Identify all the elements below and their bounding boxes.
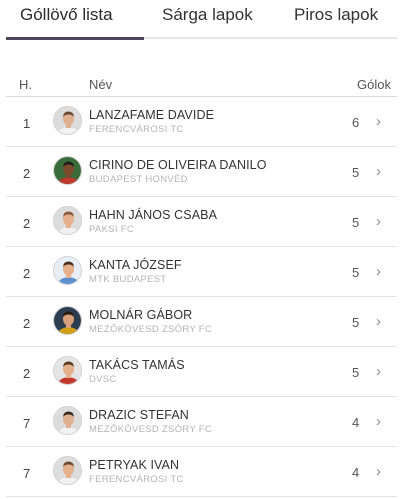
player-goals: 5 bbox=[352, 265, 360, 280]
tab-top-scorers[interactable]: Góllövő lista bbox=[20, 5, 113, 24]
player-goals: 4 bbox=[352, 465, 360, 480]
player-rank: 2 bbox=[23, 366, 31, 381]
chevron-right-icon[interactable]: › bbox=[376, 313, 381, 330]
player-name: DRAZIC STEFAN bbox=[89, 408, 189, 422]
scorer-list: 1 LANZAFAME DAVIDE FERENCVÁROSI TC 6 › 2… bbox=[6, 97, 397, 497]
table-row[interactable]: 2 HAHN JÁNOS CSABA PAKSI FC 5 › bbox=[6, 197, 397, 247]
player-avatar bbox=[53, 356, 82, 385]
player-rank: 1 bbox=[23, 116, 31, 131]
tab-divider bbox=[6, 37, 397, 39]
player-name: HAHN JÁNOS CSABA bbox=[89, 208, 218, 222]
player-team: BUDAPEST HONVÉD bbox=[89, 174, 188, 185]
table-row[interactable]: 7 PETRYAK IVAN FERENCVÁROSI TC 4 › bbox=[6, 447, 397, 497]
player-avatar bbox=[53, 106, 82, 135]
player-goals: 4 bbox=[352, 415, 360, 430]
player-rank: 2 bbox=[23, 266, 31, 281]
active-tab-indicator bbox=[6, 37, 144, 40]
player-rank: 7 bbox=[23, 416, 31, 431]
chevron-right-icon[interactable]: › bbox=[376, 163, 381, 180]
player-avatar bbox=[53, 206, 82, 235]
tab-bar: Góllövő lista Sárga lapok Piros lapok bbox=[0, 0, 403, 40]
table-header: H. Név Gólok bbox=[6, 74, 397, 96]
tab-red-cards[interactable]: Piros lapok bbox=[294, 5, 379, 24]
player-name: PETRYAK IVAN bbox=[89, 458, 180, 472]
player-goals: 6 bbox=[352, 115, 360, 130]
player-avatar bbox=[53, 406, 82, 435]
player-avatar bbox=[53, 306, 82, 335]
header-goals: Gólok bbox=[357, 77, 391, 92]
player-team: FERENCVÁROSI TC bbox=[89, 124, 184, 135]
player-team: MEZŐKÖVESD ZSÓRY FC bbox=[89, 324, 213, 335]
player-goals: 5 bbox=[352, 215, 360, 230]
player-avatar bbox=[53, 156, 82, 185]
chevron-right-icon[interactable]: › bbox=[376, 213, 381, 230]
player-team: FERENCVÁROSI TC bbox=[89, 474, 184, 485]
table-row[interactable]: 2 KANTA JÓZSEF MTK BUDAPEST 5 › bbox=[6, 247, 397, 297]
player-name: TAKÁCS TAMÁS bbox=[89, 358, 185, 372]
table-row[interactable]: 1 LANZAFAME DAVIDE FERENCVÁROSI TC 6 › bbox=[6, 97, 397, 147]
header-name: Név bbox=[89, 77, 113, 92]
player-goals: 5 bbox=[352, 165, 360, 180]
player-rank: 2 bbox=[23, 316, 31, 331]
player-avatar bbox=[53, 256, 82, 285]
player-rank: 2 bbox=[23, 166, 31, 181]
player-rank: 2 bbox=[23, 216, 31, 231]
player-goals: 5 bbox=[352, 365, 360, 380]
player-team: MEZŐKÖVESD ZSÓRY FC bbox=[89, 424, 213, 435]
table-row[interactable]: 2 TAKÁCS TAMÁS DVSC 5 › bbox=[6, 347, 397, 397]
table-row[interactable]: 2 CIRINO DE OLIVEIRA DANILO BUDAPEST HON… bbox=[6, 147, 397, 197]
chevron-right-icon[interactable]: › bbox=[376, 463, 381, 480]
player-team: MTK BUDAPEST bbox=[89, 274, 167, 285]
chevron-right-icon[interactable]: › bbox=[376, 263, 381, 280]
player-team: PAKSI FC bbox=[89, 224, 134, 235]
player-avatar bbox=[53, 456, 82, 485]
header-divider bbox=[6, 96, 397, 97]
player-goals: 5 bbox=[352, 315, 360, 330]
table-row[interactable]: 2 MOLNÁR GÁBOR MEZŐKÖVESD ZSÓRY FC 5 › bbox=[6, 297, 397, 347]
player-name: MOLNÁR GÁBOR bbox=[89, 308, 193, 322]
chevron-right-icon[interactable]: › bbox=[376, 413, 381, 430]
player-name: KANTA JÓZSEF bbox=[89, 258, 182, 272]
player-team: DVSC bbox=[89, 374, 117, 385]
header-rank: H. bbox=[19, 77, 32, 92]
chevron-right-icon[interactable]: › bbox=[376, 113, 381, 130]
player-name: CIRINO DE OLIVEIRA DANILO bbox=[89, 158, 267, 172]
table-row[interactable]: 7 DRAZIC STEFAN MEZŐKÖVESD ZSÓRY FC 4 › bbox=[6, 397, 397, 447]
chevron-right-icon[interactable]: › bbox=[376, 363, 381, 380]
player-rank: 7 bbox=[23, 466, 31, 481]
player-name: LANZAFAME DAVIDE bbox=[89, 108, 215, 122]
tab-yellow-cards[interactable]: Sárga lapok bbox=[162, 5, 253, 24]
